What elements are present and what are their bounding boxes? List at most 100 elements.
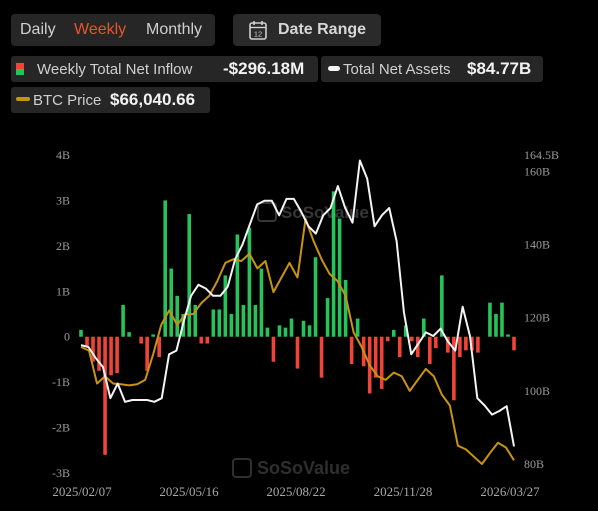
y-right-tick-label: 100B — [524, 384, 550, 398]
inflow-bar[interactable] — [391, 329, 396, 337]
inflow-bar[interactable] — [301, 320, 306, 337]
inflow-bar[interactable] — [265, 327, 270, 337]
inflow-bar[interactable] — [115, 336, 119, 374]
inflow-bar[interactable] — [428, 336, 432, 364]
inflow-bar[interactable] — [458, 336, 462, 358]
inflow-bar[interactable] — [331, 191, 336, 337]
inflow-bar[interactable] — [440, 275, 444, 337]
inflow-bar[interactable] — [175, 295, 180, 337]
inflow-bar[interactable] — [337, 218, 342, 337]
tab-weekly[interactable]: Weekly — [74, 21, 127, 38]
inflow-bar[interactable] — [470, 336, 474, 351]
inflow-bar[interactable] — [163, 200, 167, 337]
legend-btc-value: $66,040.66 — [110, 90, 196, 109]
y-right-tick-label: 164.5B — [524, 148, 559, 162]
inflow-bar[interactable] — [283, 327, 288, 337]
inflow-bar[interactable] — [187, 214, 192, 337]
inflow-bar[interactable] — [494, 314, 498, 337]
inflow-bar[interactable] — [91, 336, 95, 362]
x-tick-label: 2025/11/28 — [374, 484, 433, 499]
inflow-bar[interactable] — [476, 336, 480, 353]
inflow-bar[interactable] — [343, 279, 348, 337]
legend-inflow[interactable]: Weekly Total Net Inflow -$296.18M — [11, 56, 318, 82]
inflow-bar[interactable] — [307, 325, 312, 337]
inflow-bar[interactable] — [223, 275, 228, 337]
inflow-bar[interactable] — [313, 257, 318, 337]
inflow-bar[interactable] — [271, 336, 276, 362]
legend-assets[interactable]: Total Net Assets $84.77B — [321, 56, 543, 82]
inflow-bar[interactable] — [205, 336, 210, 344]
y-left-tick-label: 4B — [56, 148, 70, 162]
inflow-bar[interactable] — [217, 309, 222, 337]
inflow-bar[interactable] — [373, 336, 378, 378]
inflow-bar[interactable] — [446, 336, 450, 353]
inflow-bar[interactable] — [325, 298, 330, 337]
y-left-tick-label: 0 — [64, 330, 70, 344]
svg-text:SoSoValue: SoSoValue — [257, 458, 350, 478]
inflow-bar[interactable] — [403, 325, 408, 337]
inflow-bar[interactable] — [85, 336, 89, 346]
inflow-bar[interactable] — [97, 336, 101, 371]
total-net-assets-line — [80, 159, 515, 447]
y-right-tick-label: 120B — [524, 311, 550, 325]
inflow-bar[interactable] — [145, 336, 149, 371]
x-tick-label: 2025/08/22 — [266, 484, 325, 499]
x-tick-label: 2025/02/07 — [52, 484, 112, 499]
inflow-bar[interactable] — [506, 334, 510, 337]
inflow-bar[interactable] — [355, 318, 360, 337]
inflow-bar[interactable] — [409, 336, 414, 342]
inflow-bar[interactable] — [452, 336, 456, 401]
legend-assets-value: $84.77B — [467, 59, 532, 78]
legend-btc[interactable]: BTC Price $66,040.66 — [11, 87, 210, 113]
date-range-button[interactable]: 12 Date Range — [233, 14, 381, 46]
y-right-tick-label: 80B — [524, 457, 544, 471]
tab-daily[interactable]: Daily — [20, 21, 56, 38]
inflow-bar[interactable] — [139, 336, 143, 344]
date-range-label: Date Range — [278, 21, 367, 38]
inflow-bar[interactable] — [151, 334, 155, 337]
inflow-bar[interactable] — [385, 336, 390, 342]
inflow-bar[interactable] — [295, 336, 300, 369]
inflow-bar[interactable] — [157, 336, 161, 358]
inflow-bar[interactable] — [488, 302, 492, 337]
inflow-bar[interactable] — [169, 268, 174, 337]
inflow-bar[interactable] — [79, 329, 83, 337]
inflow-bar[interactable] — [199, 336, 204, 344]
inflow-bar[interactable] — [349, 336, 354, 364]
inflow-bar[interactable] — [109, 336, 113, 376]
inflow-bar[interactable] — [247, 227, 252, 337]
x-tick-label: 2026/03/27 — [480, 484, 540, 499]
inflow-bar[interactable] — [253, 304, 258, 337]
inflow-bar[interactable] — [500, 302, 504, 337]
y-left-tick-label: 3B — [56, 193, 70, 207]
legend-assets-label: Total Net Assets — [343, 61, 451, 78]
inflow-bar[interactable] — [259, 268, 264, 337]
tab-monthly[interactable]: Monthly — [146, 21, 203, 38]
inflow-bar[interactable] — [379, 336, 384, 389]
x-tick-label: 2025/05/16 — [159, 484, 219, 499]
inflow-bar[interactable] — [421, 318, 426, 337]
inflow-bar[interactable] — [229, 314, 234, 337]
watermark-bottom: SoSoValue — [232, 458, 350, 478]
inflow-bar[interactable] — [277, 325, 282, 337]
inflow-bar[interactable] — [512, 336, 516, 351]
y-left-tick-label: -3B — [52, 466, 70, 480]
y-left-tick-label: -1B — [52, 375, 70, 389]
inflow-bar[interactable] — [241, 304, 246, 337]
inflow-bar[interactable] — [319, 336, 324, 378]
inflow-bar[interactable] — [289, 318, 294, 337]
inflow-bar[interactable] — [127, 332, 131, 337]
y-left-tick-label: 2B — [56, 239, 70, 253]
inflow-bar[interactable] — [211, 309, 216, 337]
inflow-bar[interactable] — [397, 336, 402, 358]
inflow-bar[interactable] — [103, 336, 107, 455]
inflow-bar[interactable] — [193, 304, 198, 337]
inflow-bar[interactable] — [434, 336, 438, 349]
inflow-bar[interactable] — [464, 336, 468, 351]
assets-swatch-icon — [328, 66, 340, 71]
inflow-bar[interactable] — [121, 304, 125, 337]
inflow-bar[interactable] — [415, 336, 420, 358]
inflow-bar[interactable] — [235, 234, 240, 337]
